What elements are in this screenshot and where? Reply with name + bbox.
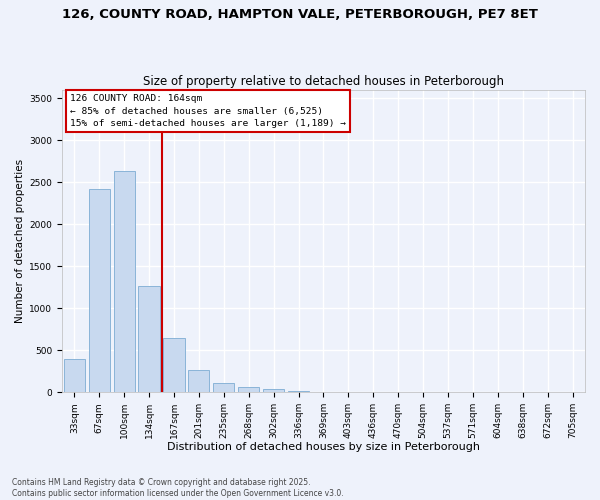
Bar [263, 390, 284, 392]
Title: Size of property relative to detached houses in Peterborough: Size of property relative to detached ho… [143, 76, 504, 88]
Text: Contains HM Land Registry data © Crown copyright and database right 2025.
Contai: Contains HM Land Registry data © Crown c… [12, 478, 344, 498]
Text: 126, COUNTY ROAD, HAMPTON VALE, PETERBOROUGH, PE7 8ET: 126, COUNTY ROAD, HAMPTON VALE, PETERBOR… [62, 8, 538, 20]
Bar [188, 370, 209, 392]
Bar [288, 390, 309, 392]
Text: 126 COUNTY ROAD: 164sqm
← 85% of detached houses are smaller (6,525)
15% of semi: 126 COUNTY ROAD: 164sqm ← 85% of detache… [70, 94, 346, 128]
Bar [238, 387, 259, 392]
Bar [213, 384, 235, 392]
Bar [113, 171, 135, 392]
Bar [163, 338, 185, 392]
Y-axis label: Number of detached properties: Number of detached properties [15, 159, 25, 323]
Bar [89, 189, 110, 392]
Bar [64, 360, 85, 392]
X-axis label: Distribution of detached houses by size in Peterborough: Distribution of detached houses by size … [167, 442, 480, 452]
Bar [139, 286, 160, 392]
